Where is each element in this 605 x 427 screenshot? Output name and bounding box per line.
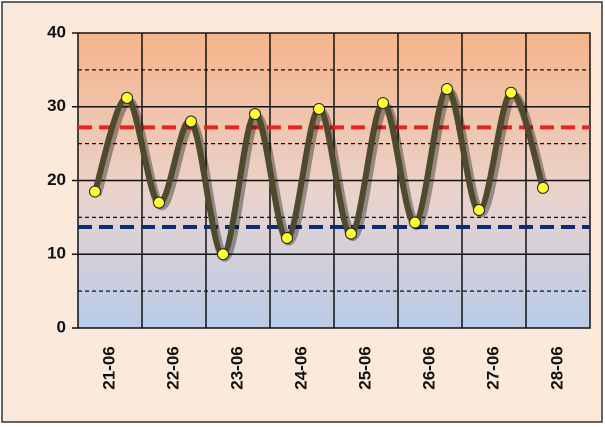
point: [505, 86, 517, 99]
x-tick-label: 21-06: [99, 346, 118, 389]
point: [473, 204, 485, 216]
point: [185, 115, 197, 128]
x-tick-label: 26-06: [419, 346, 438, 389]
y-tick-label: 30: [47, 96, 66, 115]
y-tick-label: 0: [57, 317, 66, 336]
point: [121, 91, 133, 104]
x-tick-label: 22-06: [163, 346, 182, 389]
point: [537, 181, 549, 194]
point: [89, 185, 101, 198]
y-tick-label: 20: [47, 170, 66, 189]
point: [409, 216, 421, 229]
point: [249, 108, 261, 121]
point: [217, 248, 229, 261]
point: [313, 102, 325, 115]
point: [281, 232, 293, 245]
point: [345, 227, 357, 240]
y-tick-label: 40: [47, 22, 66, 41]
point: [377, 97, 389, 110]
x-tick-label: 23-06: [227, 346, 246, 389]
x-tick-label: 28-06: [547, 346, 566, 389]
point: [441, 83, 453, 96]
x-tick-label: 25-06: [355, 346, 374, 389]
x-tick-label: 24-06: [291, 346, 310, 389]
point: [153, 196, 165, 209]
x-tick-label: 27-06: [483, 346, 502, 389]
y-tick-label: 10: [47, 244, 66, 263]
